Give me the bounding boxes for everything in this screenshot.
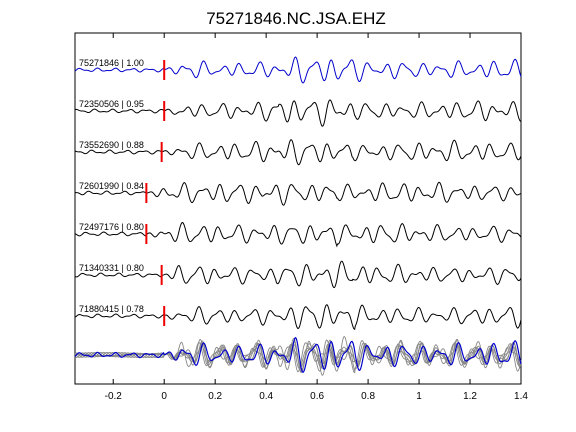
trace-4 [74, 222, 522, 248]
x-tick-label: 1.4 [514, 391, 528, 402]
trace-5 [74, 260, 522, 289]
trace-6 [74, 304, 522, 331]
trace-label: 72497176 | 0.80 [79, 222, 144, 232]
trace-label: 72350506 | 0.95 [79, 99, 144, 109]
trace-label: 73552690 | 0.88 [79, 140, 144, 150]
trace-label: 72601990 | 0.84 [79, 181, 144, 191]
trace-1 [74, 99, 522, 127]
stack-trace [74, 339, 522, 372]
x-tick-label: 1 [416, 391, 422, 402]
trace-3 [74, 181, 522, 206]
chart-title: 75271846.NC.JSA.EHZ [206, 9, 386, 28]
trace-label: 71880415 | 0.78 [79, 304, 144, 314]
x-tick-label: 0.6 [310, 391, 324, 402]
x-tick-label: -0.2 [105, 391, 123, 402]
x-tick-label: 0.2 [208, 391, 222, 402]
x-tick-label: 0.8 [361, 391, 375, 402]
traces-layer: 75271846 | 1.00 72350506 | 0.95 73552690 |… [74, 56, 522, 376]
trace-label: 75271846 | 1.00 [79, 58, 144, 68]
stack-reference [74, 336, 522, 374]
x-tick-label: 1.2 [463, 391, 477, 402]
plot-frame [74, 32, 522, 385]
trace-2 [74, 139, 522, 166]
trace-label: 71340331 | 0.80 [79, 263, 144, 273]
trace-0 [74, 56, 522, 84]
x-tick-label: 0.4 [259, 391, 273, 402]
x-tick-label: 0 [161, 391, 167, 402]
x-axis: -0.2 0 0.2 0.4 0.6 0.8 1 1.2 1.4 [105, 33, 528, 402]
